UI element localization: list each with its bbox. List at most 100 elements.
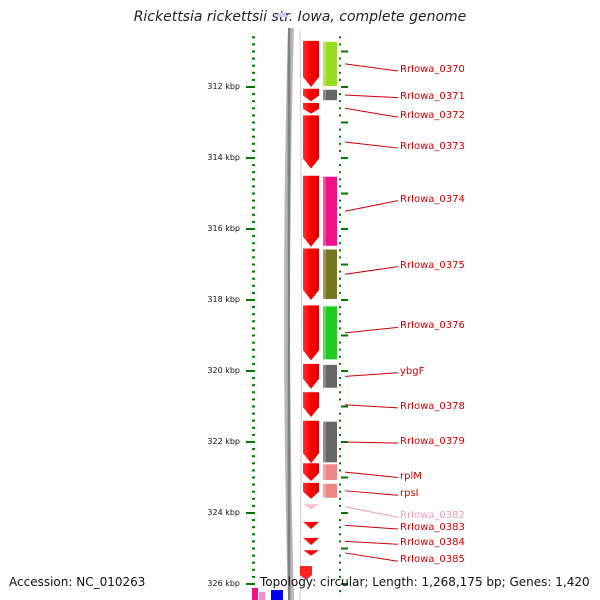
right-axis-tick [339, 540, 341, 543]
genome-backbone [284, 27, 294, 600]
axis-minor-tick [252, 235, 255, 238]
cds-arrow [303, 363, 319, 389]
gene-label[interactable]: RrIowa_0385 [400, 554, 465, 566]
right-axis-tick [339, 36, 341, 39]
axis-major-tick [246, 299, 255, 301]
label-leader-line [344, 200, 399, 212]
right-axis-tick [339, 135, 341, 138]
cog-block [323, 483, 337, 498]
tick-label: 320 kbp [207, 366, 240, 375]
gene-label[interactable]: rplM [400, 470, 422, 482]
right-axis-tick [339, 256, 341, 259]
axis-minor-tick [252, 64, 255, 67]
right-axis-tick [339, 213, 341, 216]
right-axis-tick [339, 398, 341, 401]
right-axis-tick [341, 121, 348, 124]
cog-block-highlight [323, 249, 326, 299]
right-axis-tick [339, 462, 341, 465]
axis-major-tick [246, 583, 255, 585]
label-leader-line [344, 490, 399, 496]
right-axis-tick [339, 590, 341, 593]
gene-label[interactable]: rpsI [400, 488, 419, 500]
right-axis-tick [341, 86, 348, 88]
right-axis-tick [339, 483, 341, 486]
right-axis-tick [339, 277, 341, 280]
axis-minor-tick [252, 476, 255, 479]
right-axis-tick [341, 228, 348, 230]
axis-minor-tick [252, 384, 255, 387]
next-cds-arrow [300, 566, 312, 580]
axis-minor-tick [252, 256, 255, 259]
axis-minor-tick [252, 263, 255, 266]
cds-arrow [303, 463, 319, 482]
cds-arrow [303, 420, 319, 464]
gene-label[interactable]: ybgF [400, 365, 425, 377]
axis-minor-tick [252, 192, 255, 195]
right-axis-tick [339, 412, 341, 415]
cog-block [323, 421, 337, 463]
axis-minor-tick [252, 575, 255, 578]
right-axis-tick [339, 185, 341, 188]
right-axis-tick [339, 341, 341, 344]
tick-label: 318 kbp [207, 295, 240, 304]
tick-label: 316 kbp [207, 224, 240, 233]
gene-label[interactable]: RrIowa_0372 [400, 110, 465, 122]
axis-minor-tick [252, 419, 255, 422]
right-axis-tick [339, 561, 341, 564]
gene-label[interactable]: RrIowa_0382 [400, 510, 465, 522]
right-axis-tick [341, 405, 348, 408]
gene-label[interactable]: RrIowa_0384 [400, 537, 465, 549]
gene-label[interactable]: RrIowa_0373 [400, 141, 465, 153]
gene-label[interactable]: RrIowa_0379 [400, 436, 465, 448]
right-axis-tick [339, 355, 341, 358]
right-axis-tick [339, 533, 341, 536]
right-axis-tick [341, 334, 348, 337]
right-axis-tick [339, 220, 341, 223]
label-leader-line [344, 107, 399, 118]
label-leader-line [344, 540, 399, 545]
right-axis-tick [339, 249, 341, 252]
axis-minor-tick [252, 121, 255, 124]
axis-minor-tick [252, 114, 255, 117]
topology-summary: Topology: circular; Length: 1,268,175 bp… [260, 575, 590, 589]
cog-block-highlight [323, 89, 326, 101]
tick-label: 314 kbp [207, 153, 240, 162]
gene-label[interactable]: RrIowa_0370 [400, 64, 465, 76]
tick-label: 322 kbp [207, 437, 240, 446]
axis-minor-tick [252, 185, 255, 188]
label-leader-line [344, 441, 399, 444]
right-axis-tick [339, 377, 341, 380]
gene-label[interactable]: RrIowa_0375 [400, 259, 465, 271]
label-leader-line [344, 471, 399, 478]
tick-label: 326 kbp [207, 579, 240, 588]
right-axis-tick [339, 568, 341, 571]
cog-block [323, 89, 337, 101]
next-cog-block [259, 592, 265, 600]
cog-block-highlight [323, 483, 326, 498]
axis-minor-tick [252, 242, 255, 245]
gene-label[interactable]: RrIowa_0378 [400, 400, 465, 412]
gene-label[interactable]: RrIowa_0383 [400, 521, 465, 533]
label-leader-line [344, 266, 399, 275]
label-leader-line [344, 141, 399, 149]
axis-minor-tick [252, 348, 255, 351]
right-axis-tick [339, 43, 341, 46]
right-axis-tick [341, 512, 348, 514]
right-axis-tick [339, 164, 341, 167]
axis-minor-tick [252, 93, 255, 96]
axis-minor-tick [252, 43, 255, 46]
axis-minor-tick [252, 178, 255, 181]
gene-label[interactable]: RrIowa_0376 [400, 320, 465, 332]
axis-minor-tick [252, 483, 255, 486]
axis-major-tick [246, 228, 255, 230]
cog-block [323, 41, 337, 86]
cds-arrow [303, 88, 319, 102]
right-axis-tick [339, 519, 341, 522]
gene-label[interactable]: RrIowa_0371 [400, 90, 465, 102]
right-axis-tick [339, 448, 341, 451]
right-axis-tick [341, 441, 348, 443]
right-axis-tick [339, 242, 341, 245]
axis-minor-tick [252, 362, 255, 365]
gene-label[interactable]: RrIowa_0374 [400, 193, 465, 205]
right-axis-tick [339, 469, 341, 472]
